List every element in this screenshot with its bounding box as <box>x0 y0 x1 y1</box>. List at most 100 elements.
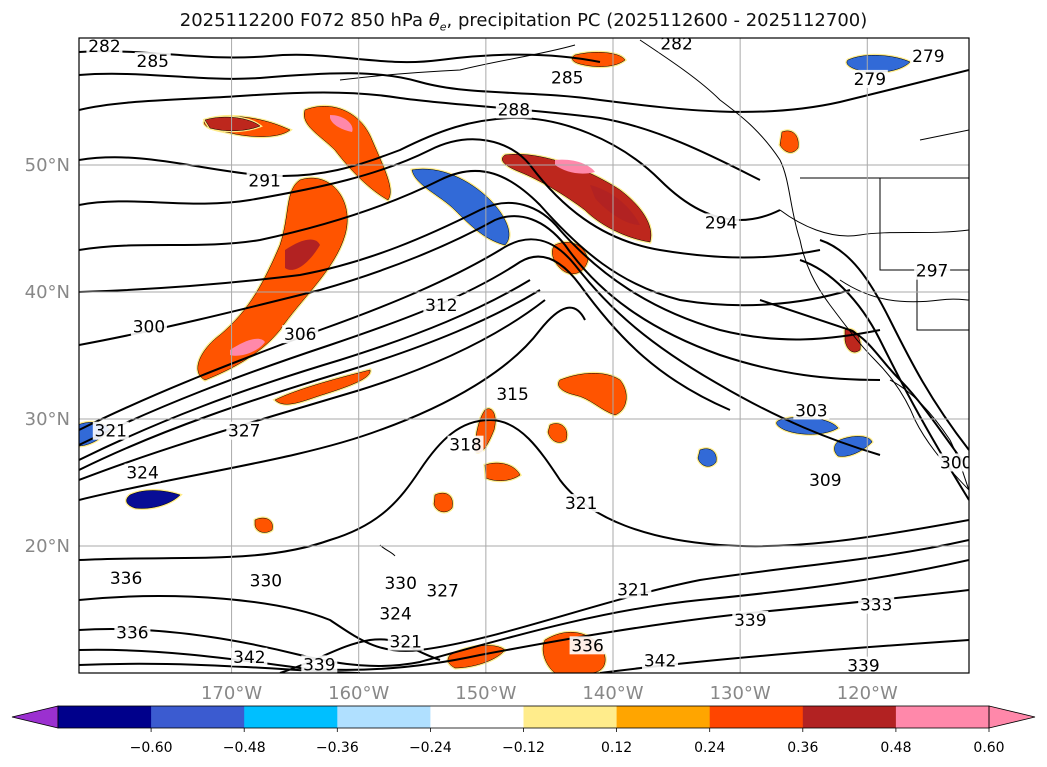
colorbar-segment <box>430 706 524 728</box>
precip-area-peak <box>484 462 521 481</box>
contour-label: 336 <box>116 624 148 644</box>
contour-label: 339 <box>847 657 879 677</box>
theta-contour <box>79 170 851 307</box>
contour-label: 327 <box>228 422 260 442</box>
contour-label-bg <box>447 435 484 454</box>
contour-label: 321 <box>565 494 597 514</box>
contour-label: 327 <box>426 582 458 602</box>
precip-area-peak <box>547 423 568 443</box>
contour-label-bg <box>382 574 419 593</box>
precip-area-peak <box>204 116 261 131</box>
contour-label-bg <box>247 571 284 590</box>
contour-label: 315 <box>496 385 528 405</box>
lat-tick-label: 50°N <box>25 155 70 176</box>
contour-label: 285 <box>137 52 169 72</box>
lat-tick-label: 30°N <box>25 409 70 430</box>
contour-label: 285 <box>551 69 583 89</box>
coastline-segment <box>839 279 969 303</box>
contour-label-bg <box>549 68 586 87</box>
contour-label: 324 <box>379 605 411 625</box>
contour-label: 336 <box>110 569 142 589</box>
theta-contour <box>79 201 881 341</box>
contour-label: 297 <box>916 262 948 282</box>
precip-area-peak <box>697 448 717 467</box>
colorbar-segment <box>244 706 338 728</box>
coastline-segment <box>919 129 969 141</box>
coastline-segment <box>639 39 969 491</box>
contour-label: 324 <box>126 464 158 484</box>
contour-label: 303 <box>795 401 827 421</box>
contour-label: 339 <box>303 655 335 675</box>
colorbar: −0.60 −0.48 −0.36 −0.24 −0.12 0.12 0.24 0.36 0.4… <box>11 705 1036 756</box>
contour-label: 321 <box>617 580 649 600</box>
colorbar-segment <box>802 706 897 728</box>
contour-label: 339 <box>734 611 766 631</box>
precip-area-peak <box>779 130 799 153</box>
contour-label-bg <box>124 463 161 482</box>
colorbar-segment <box>523 706 618 728</box>
contour-label-bg <box>845 656 882 673</box>
map-frame <box>78 37 970 674</box>
theta-contour <box>79 255 731 446</box>
precip-area-peak <box>558 373 627 416</box>
lat-tick-label: 20°N <box>25 536 70 557</box>
contour-label: 279 <box>854 70 886 90</box>
colorbar-extend-low <box>11 705 59 729</box>
theta-contour <box>79 91 761 181</box>
contour-label-bg <box>938 453 969 472</box>
theta-contour <box>79 289 541 471</box>
contour-label: 312 <box>425 296 457 316</box>
colorbar-tick-label: −0.12 <box>502 740 545 756</box>
contour-label-bg <box>658 38 695 53</box>
contour-label-bg <box>424 581 461 600</box>
coastline-segment <box>339 44 576 81</box>
contour-label: 288 <box>498 100 530 120</box>
contour-label: 342 <box>644 652 676 672</box>
contour-label: 282 <box>660 34 692 54</box>
contour-label: 282 <box>88 37 120 57</box>
contour-label: 333 <box>860 596 892 616</box>
colorbar-tick-label: 0.24 <box>694 740 725 756</box>
contour-label-bg <box>423 295 460 314</box>
precip-peak <box>590 185 640 225</box>
contour-label: 330 <box>384 574 416 594</box>
contour-label-bg <box>92 421 129 440</box>
lon-tick-label: 160°W <box>328 683 389 704</box>
contour-label-bg <box>851 69 888 88</box>
precip-area-peak <box>274 369 371 405</box>
colorbar-tick-label: 0.60 <box>973 740 1004 756</box>
contour-label: 300 <box>133 318 165 338</box>
theta-contour <box>79 69 969 113</box>
contour-label-bg <box>108 569 145 588</box>
chart-title: 2025112200 F072 850 hPa θe, precipitatio… <box>179 10 868 34</box>
theta-contour <box>79 299 546 481</box>
lon-tick-label: 120°W <box>837 683 898 704</box>
colorbar-tick-label: −0.24 <box>409 740 452 756</box>
precip-area-peak <box>303 106 391 201</box>
contour-label-bg <box>114 623 151 642</box>
contour-label-bg <box>569 636 606 655</box>
contour-label: 318 <box>449 436 481 456</box>
colorbar-tick-label: −0.60 <box>130 740 173 756</box>
contour-label-bg <box>134 52 171 71</box>
precip-area-peak <box>433 492 453 513</box>
contour-label-bg <box>387 632 424 651</box>
contour-label-bg <box>858 595 895 614</box>
colorbar-tick-label: 0.12 <box>601 740 632 756</box>
contour-label-bg <box>377 604 414 623</box>
contour-label: 330 <box>250 572 282 592</box>
theta-contour <box>79 238 881 456</box>
colorbar-tick-label: −0.36 <box>316 740 359 756</box>
contour-label: 300 <box>940 453 972 473</box>
gridlines <box>79 38 969 673</box>
contour-label-bg <box>282 325 319 344</box>
theta-contour <box>79 279 531 461</box>
contour-label-bg <box>910 47 947 66</box>
contour-label-bg <box>246 171 283 190</box>
theta-contour <box>79 50 601 64</box>
theta-contour <box>79 215 881 381</box>
contour-label-bg <box>793 401 830 420</box>
theta-contour <box>79 559 969 667</box>
colorbar-segment <box>58 706 152 728</box>
